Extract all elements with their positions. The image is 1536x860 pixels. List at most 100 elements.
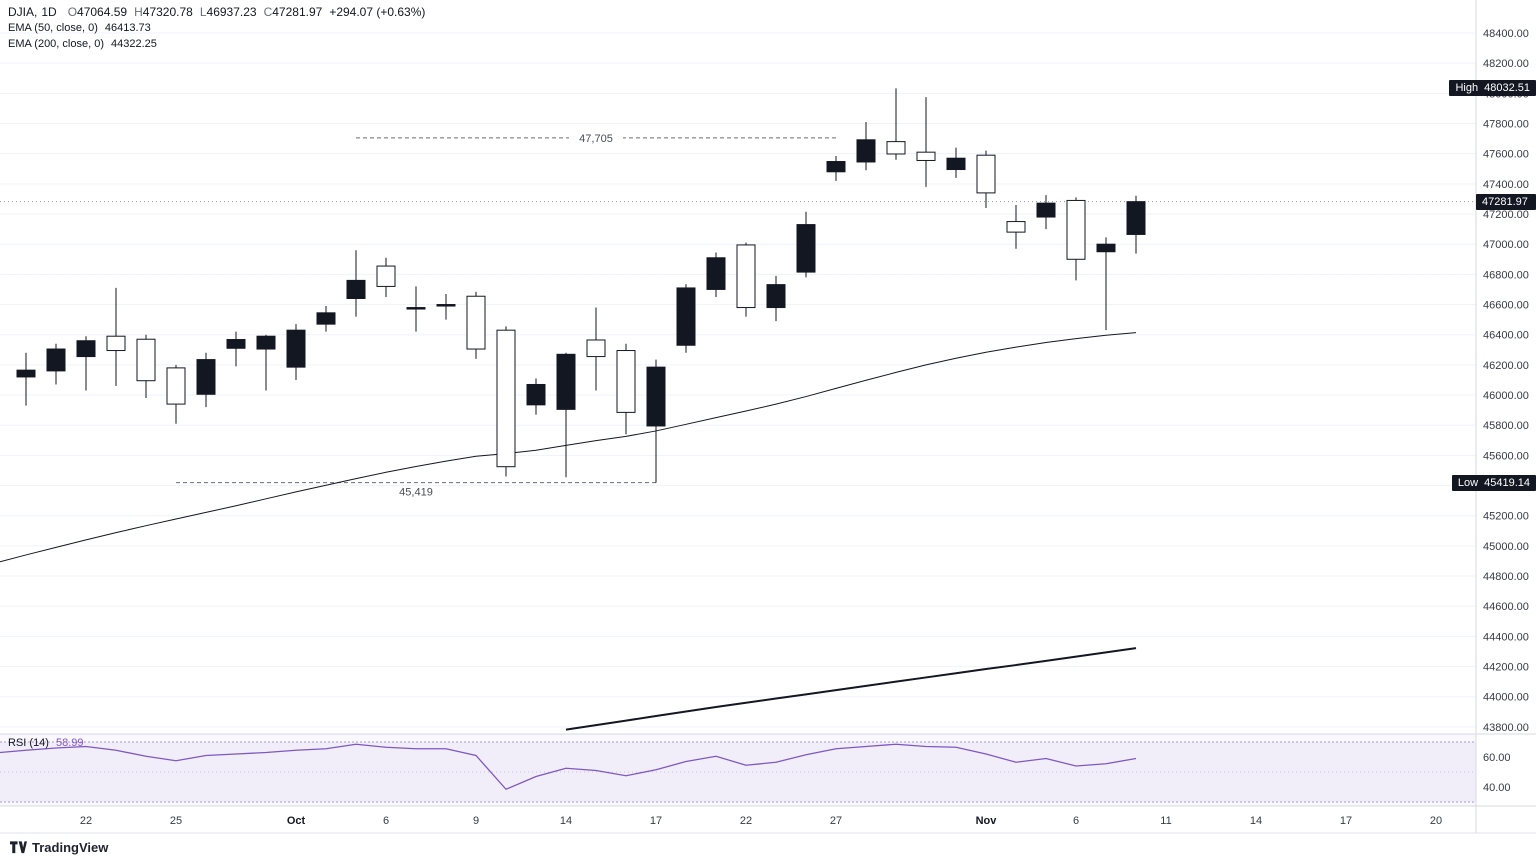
candle[interactable] [826, 155, 846, 181]
candle[interactable] [106, 287, 126, 386]
candle[interactable] [1066, 197, 1086, 281]
low-badge-value: 45419.14 [1484, 476, 1530, 489]
svg-text:9: 9 [473, 815, 479, 827]
svg-text:48400.00: 48400.00 [1483, 28, 1529, 40]
candle[interactable] [286, 324, 306, 380]
symbol-timeframe: 1D [41, 5, 57, 19]
svg-text:47000.00: 47000.00 [1483, 239, 1529, 251]
svg-text:47800.00: 47800.00 [1483, 119, 1529, 131]
chart-canvas[interactable]: 47,705 45,419 43800.00 44000.00 44200.00 4440… [0, 0, 1536, 834]
candle[interactable] [526, 378, 546, 415]
high-label: H [134, 5, 143, 19]
svg-text:46600.00: 46600.00 [1483, 300, 1529, 312]
candle[interactable] [946, 147, 966, 178]
svg-text:40.00: 40.00 [1483, 782, 1511, 794]
rsi-indicator-row[interactable]: RSI (14) 58.99 [8, 736, 84, 750]
candle[interactable] [616, 343, 636, 435]
rsi-panel [0, 734, 1476, 806]
svg-text:47600.00: 47600.00 [1483, 149, 1529, 161]
svg-text:44200.00: 44200.00 [1483, 662, 1529, 674]
svg-text:45000.00: 45000.00 [1483, 541, 1529, 553]
svg-text:45200.00: 45200.00 [1483, 511, 1529, 523]
price-axis[interactable]: 43800.00 44000.00 44200.00 44400.00 44600.00… [1483, 28, 1529, 794]
svg-text:6: 6 [383, 815, 389, 827]
candle[interactable] [256, 334, 276, 391]
candle[interactable] [916, 97, 936, 187]
candle[interactable] [856, 122, 876, 171]
svg-text:44800.00: 44800.00 [1483, 571, 1529, 583]
svg-text:17: 17 [650, 815, 662, 827]
svg-text:45,419: 45,419 [399, 487, 433, 499]
candle[interactable] [76, 336, 96, 391]
candle[interactable] [676, 284, 696, 353]
change-value: +294.07 (+0.63%) [329, 5, 426, 19]
rsi-label: RSI [8, 737, 27, 749]
candle[interactable] [1036, 195, 1056, 230]
ema50-indicator-row[interactable]: EMA (50, close, 0) 46413.73 [8, 21, 425, 35]
svg-text:44600.00: 44600.00 [1483, 601, 1529, 613]
svg-text:46400.00: 46400.00 [1483, 330, 1529, 342]
candle[interactable] [316, 306, 336, 332]
close-label: C [263, 5, 273, 19]
candle[interactable] [796, 211, 816, 278]
svg-text:20: 20 [1430, 815, 1442, 827]
svg-text:14: 14 [560, 815, 572, 827]
ema200-value: 44322.25 [111, 38, 157, 50]
candle[interactable] [346, 250, 366, 317]
candle[interactable] [406, 286, 426, 332]
candle[interactable] [586, 307, 606, 391]
candle[interactable] [646, 359, 666, 483]
candle[interactable] [1126, 195, 1146, 254]
candle[interactable] [1006, 204, 1026, 249]
tradingview-logo[interactable]: TradingView [10, 840, 108, 855]
svg-text:Oct: Oct [287, 815, 306, 827]
candle[interactable] [556, 352, 576, 478]
ema50-label: EMA (50, close, 0) [8, 22, 98, 34]
svg-text:22: 22 [740, 815, 752, 827]
svg-text:47400.00: 47400.00 [1483, 179, 1529, 191]
candle[interactable] [976, 150, 996, 208]
ema50-value: 46413.73 [104, 22, 151, 34]
price-gridlines [0, 32, 1476, 728]
open-value: 47064.59 [77, 5, 128, 19]
high-value: 47320.78 [142, 5, 193, 19]
svg-text:44000.00: 44000.00 [1483, 692, 1529, 704]
open-label: O [67, 5, 78, 19]
svg-text:60.00: 60.00 [1483, 752, 1511, 764]
svg-text:6: 6 [1073, 815, 1079, 827]
ema200-indicator-row[interactable]: EMA (200, close, 0) 44322.25 [8, 37, 425, 51]
candle[interactable] [46, 343, 66, 385]
candle[interactable] [466, 291, 486, 359]
svg-text:46000.00: 46000.00 [1483, 390, 1529, 402]
candle[interactable] [886, 88, 906, 160]
svg-text:27: 27 [830, 815, 842, 827]
candle[interactable] [706, 252, 726, 297]
svg-text:47200.00: 47200.00 [1483, 209, 1529, 221]
candle[interactable] [136, 334, 156, 399]
svg-text:48200.00: 48200.00 [1483, 58, 1529, 70]
panel-separators [0, 0, 1536, 834]
svg-text:Nov: Nov [976, 815, 998, 827]
time-axis[interactable]: 22 25 Oct 6 9 14 17 22 27 Nov 6 11 14 17 20 [80, 815, 1442, 827]
candle[interactable] [196, 352, 216, 408]
symbol-legend: DJIA, 1D O 47064.59 H 47320.78 L 46937.23 C… [8, 5, 425, 53]
symbol-name: DJIA, [8, 5, 38, 19]
candles-layer[interactable] [16, 88, 1146, 483]
last-badge-value: 47281.97 [1482, 195, 1528, 208]
candle[interactable] [766, 275, 786, 322]
candle[interactable] [376, 257, 396, 297]
candle[interactable] [736, 242, 756, 317]
svg-text:44400.00: 44400.00 [1483, 631, 1529, 643]
candle[interactable] [436, 293, 456, 320]
candle[interactable] [226, 331, 246, 367]
candle[interactable] [1096, 237, 1116, 331]
high-badge-label: High [1455, 82, 1479, 95]
svg-text:14: 14 [1250, 815, 1262, 827]
candle[interactable] [496, 326, 516, 477]
svg-text:25: 25 [170, 815, 182, 827]
svg-text:17: 17 [1340, 815, 1352, 827]
symbol-info-row[interactable]: DJIA, 1D O 47064.59 H 47320.78 L 46937.23 C… [8, 5, 425, 19]
candle[interactable] [166, 364, 186, 424]
ema-200-line[interactable] [565, 647, 1137, 731]
candle[interactable] [16, 352, 36, 406]
